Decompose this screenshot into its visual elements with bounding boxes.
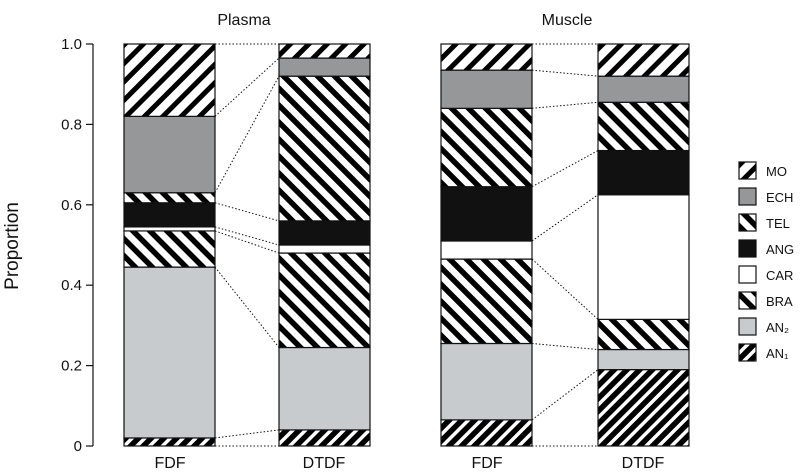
legend-label: AN₂ xyxy=(766,320,789,335)
bar-segment-an1 xyxy=(440,419,533,447)
legend-label: CAR xyxy=(766,268,793,283)
y-axis: 0 0.2 0.4 0.6 0.8 1.0 xyxy=(61,36,94,455)
legend-swatch xyxy=(738,317,757,336)
legend-item-ech: ECH xyxy=(738,187,793,206)
legend-swatch xyxy=(738,291,757,310)
panel-title-plasma: Plasma xyxy=(217,12,270,29)
legend-swatch xyxy=(738,187,757,206)
legend-swatch xyxy=(738,239,757,258)
legend-label: ECH xyxy=(766,190,793,205)
connector-line xyxy=(214,429,280,439)
legend-label: ANG xyxy=(766,242,794,257)
bar-segment-ech xyxy=(597,75,690,103)
legend-item-mo: MO xyxy=(738,161,787,180)
bar-segment-bra xyxy=(440,258,533,345)
bar-segment-an2 xyxy=(278,346,371,431)
y-tick-label: 0.6 xyxy=(61,197,82,214)
legend-label: BRA xyxy=(766,294,793,309)
bar-segment-an1 xyxy=(278,429,371,447)
legend-label: AN₁ xyxy=(766,346,789,361)
bar-segment-tel xyxy=(123,192,216,204)
legend: MO ECH TEL ANG CAR BRA AN₂ AN₁ xyxy=(738,161,794,362)
panel-title-muscle: Muscle xyxy=(542,12,593,29)
y-axis-title: Proportion xyxy=(2,202,23,290)
bar-segment-an1 xyxy=(123,437,216,447)
connector-line xyxy=(214,202,280,222)
connector-line xyxy=(214,57,280,117)
legend-item-ang: ANG xyxy=(738,239,794,258)
connector-lines xyxy=(214,43,599,447)
bar-segment-bra xyxy=(123,230,216,268)
bar-segment-bra xyxy=(597,318,690,351)
bars xyxy=(123,43,690,447)
bar-segment-tel xyxy=(278,75,371,222)
bar-segment-an2 xyxy=(597,348,690,371)
bar-segment-car xyxy=(123,226,216,232)
bar-segment-ech xyxy=(123,115,216,194)
y-tick-label: 0.2 xyxy=(61,358,82,375)
legend-label: TEL xyxy=(766,216,790,231)
bar-segment-mo xyxy=(123,43,216,117)
y-tick-label: 0.4 xyxy=(61,277,82,294)
legend-item-bra: BRA xyxy=(738,291,793,310)
bar-segment-mo xyxy=(597,43,690,77)
bar-segment-ang xyxy=(597,149,690,196)
bar-segment-ang xyxy=(278,220,371,246)
bar-segment-bra xyxy=(278,252,371,349)
connector-line xyxy=(214,226,280,246)
bar-segment-tel xyxy=(440,107,533,188)
bar-segment-mo xyxy=(440,43,533,71)
legend-item-an2: AN₂ xyxy=(738,317,789,336)
bar-segment-mo xyxy=(278,43,371,59)
y-tick-label: 0.8 xyxy=(61,116,82,133)
legend-swatch xyxy=(738,213,757,232)
connector-line xyxy=(214,230,280,254)
category-label-plasma-fdf: FDF xyxy=(154,455,185,472)
connector-line xyxy=(531,258,599,320)
bar-segment-car xyxy=(597,194,690,320)
connector-line xyxy=(531,342,599,351)
bar-segment-car xyxy=(440,240,533,260)
connector-line xyxy=(531,369,599,421)
legend-item-car: CAR xyxy=(738,265,793,284)
y-tick-label: 0 xyxy=(74,438,82,455)
bar-segment-ang xyxy=(123,202,216,228)
bar-segment-ang xyxy=(440,186,533,242)
connector-line xyxy=(531,194,599,242)
connector-line xyxy=(531,69,599,77)
category-label-muscle-fdf: FDF xyxy=(471,455,502,472)
bar-segment-ech xyxy=(440,69,533,109)
connector-line xyxy=(214,266,280,348)
bar-segment-an2 xyxy=(123,266,216,439)
legend-swatch xyxy=(738,343,757,362)
bar-segment-car xyxy=(278,244,371,254)
bar-segment-ech xyxy=(278,57,371,77)
legend-swatch xyxy=(738,265,757,284)
legend-swatch xyxy=(738,161,757,180)
legend-label: MO xyxy=(766,164,787,179)
connector-line xyxy=(214,75,280,193)
bar-segment-an2 xyxy=(440,342,533,421)
bar-segment-an1 xyxy=(597,369,690,447)
bar-segment-tel xyxy=(597,101,690,152)
y-tick-label: 1.0 xyxy=(61,36,82,53)
category-label-plasma-dtdf: DTDF xyxy=(303,455,346,472)
legend-item-an1: AN₁ xyxy=(738,343,789,362)
connector-line xyxy=(531,101,599,109)
category-label-muscle-dtdf: DTDF xyxy=(622,455,665,472)
legend-item-tel: TEL xyxy=(738,213,790,232)
connector-line xyxy=(531,150,599,188)
